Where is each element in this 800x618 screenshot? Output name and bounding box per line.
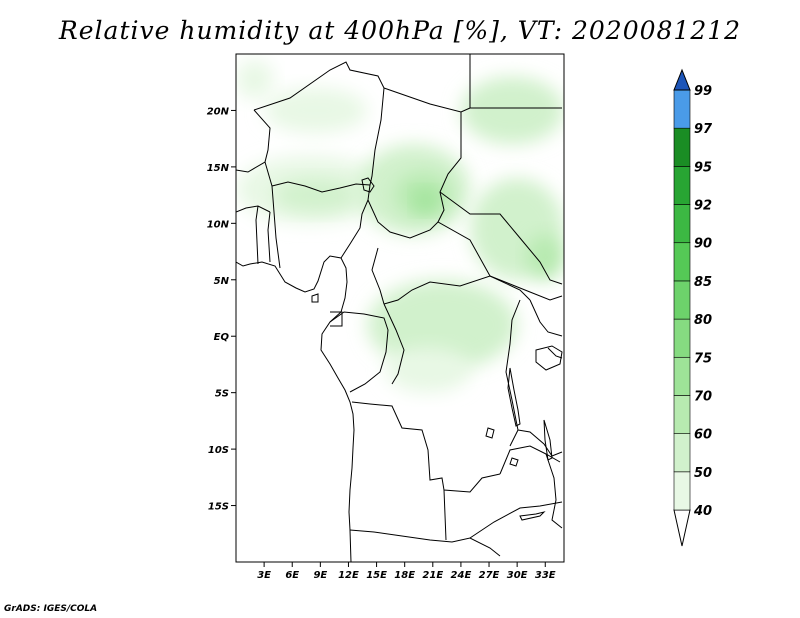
- colorbar-segment: [673, 242, 691, 282]
- x-tick-label: 6E: [285, 570, 299, 581]
- coastline-west: [236, 255, 355, 562]
- lake-mweru: [485, 427, 495, 439]
- lake-kariba: [519, 511, 546, 521]
- border-mozambique: [545, 453, 563, 529]
- colorbar-label: 50: [694, 466, 712, 481]
- border-sudan: [439, 107, 563, 285]
- border-south-sudan: [489, 275, 563, 301]
- colorbar-segment: [673, 89, 691, 129]
- island-bioko: [311, 293, 319, 303]
- colorbar: 40 50 60 70 75 80 85 90 92 95 97 99: [673, 68, 713, 547]
- lake-chad: [361, 177, 375, 193]
- x-tick-label: 3E: [257, 570, 271, 581]
- y-tick-label: EQ: [214, 332, 230, 343]
- x-tick-label: 27E: [479, 570, 500, 581]
- x-tick-label: 9E: [313, 570, 327, 581]
- border-tanzania: [517, 429, 563, 457]
- colorbar-label: 90: [694, 237, 712, 252]
- border-chad-east: [437, 112, 462, 223]
- humidity-region-9: [526, 234, 564, 280]
- border-angola-namibia: [349, 529, 501, 557]
- colorbar-label: 92: [694, 199, 712, 214]
- colorbar-segment: [673, 395, 691, 434]
- colorbar-segment: [673, 433, 691, 473]
- map-frame: [235, 53, 565, 563]
- colorbar-label: 40: [693, 504, 712, 519]
- colorbar-segment: [673, 204, 691, 244]
- colorbar-label: 70: [694, 389, 712, 404]
- y-tick-label: 5N: [214, 276, 230, 287]
- border-burkina-south: [236, 205, 271, 213]
- border-drc-west: [383, 303, 405, 385]
- border-ghana-togo: [255, 205, 271, 265]
- border-zambia-south: [469, 501, 563, 539]
- y-tick-label: 20N: [207, 106, 230, 117]
- border-algeria-niger: [253, 61, 385, 111]
- border-east-africa: [529, 299, 563, 359]
- colorbar-label: 80: [694, 313, 712, 328]
- x-tick-label: 12E: [338, 570, 359, 581]
- colorbar-segment: [673, 280, 691, 320]
- colorbar-label: 97: [694, 122, 713, 137]
- humidity-region-1: [264, 87, 368, 134]
- lake-malawi: [543, 419, 553, 461]
- x-tick-label: 33E: [535, 570, 556, 581]
- humidity-region-0: [236, 59, 274, 100]
- y-tick-label: 15N: [207, 163, 230, 174]
- lake-tanganyika: [507, 367, 521, 427]
- humidity-region-10: [367, 279, 518, 371]
- colorbar-segment: [673, 356, 691, 396]
- border-libya: [383, 54, 471, 113]
- colorbar-label: 75: [694, 351, 712, 366]
- y-tick-label: 5S: [215, 389, 229, 400]
- border-car-south: [383, 275, 531, 305]
- colorbar-label: 99: [694, 84, 712, 99]
- colorbar-segment: [673, 318, 691, 358]
- x-tick-label: 15E: [366, 570, 387, 581]
- humidity-region-11: [385, 347, 471, 393]
- colorbar-label: 60: [694, 428, 712, 443]
- border-angola: [351, 401, 501, 493]
- border-nigeria: [271, 185, 281, 269]
- map-title: Relative humidity at 400hPa [%], VT: 202…: [58, 16, 742, 45]
- x-tick-label: 18E: [394, 570, 415, 581]
- border-chad-car: [367, 199, 491, 277]
- border-niger-south: [264, 161, 371, 193]
- y-tick-label: 10S: [208, 445, 229, 456]
- border-congo-gabon: [329, 311, 389, 393]
- border-cameroon-car: [371, 247, 385, 305]
- border-niger-chad: [369, 87, 385, 186]
- grads-credit: GrADS: IGES/COLA: [4, 604, 98, 614]
- map-axes: 3E 6E 9E 12E 15E 18E 21E 24E 27E 30E 33E 20N 15N 10N 5…: [207, 106, 556, 581]
- colorbar-low-arrow: [673, 509, 691, 547]
- colorbar-segment: [673, 166, 691, 205]
- lake-victoria: [535, 345, 563, 371]
- border-eq-guinea: [330, 311, 343, 327]
- humidity-region-7: [460, 76, 564, 145]
- x-tick-label: 24E: [451, 570, 472, 581]
- border-mali-burkina: [236, 109, 271, 173]
- boundaries-layer: [236, 54, 563, 562]
- border-nigeria-cameroon: [340, 184, 371, 259]
- colorbar-high-arrow: [673, 68, 691, 91]
- x-tick-label: 30E: [507, 570, 528, 581]
- y-tick-label: 10N: [207, 219, 230, 230]
- humidity-region-3: [273, 178, 358, 213]
- lake-bangweulu: [509, 457, 519, 467]
- colorbar-label: 95: [694, 160, 712, 175]
- colorbar-segment: [673, 127, 691, 167]
- colorbar-segment: [673, 471, 691, 511]
- border-zambia: [443, 445, 561, 541]
- colorbar-label: 85: [694, 275, 712, 290]
- x-tick-label: 21E: [422, 570, 443, 581]
- humidity-field: [236, 59, 564, 393]
- y-tick-label: 15S: [208, 502, 229, 513]
- humidity-region-6: [414, 189, 438, 213]
